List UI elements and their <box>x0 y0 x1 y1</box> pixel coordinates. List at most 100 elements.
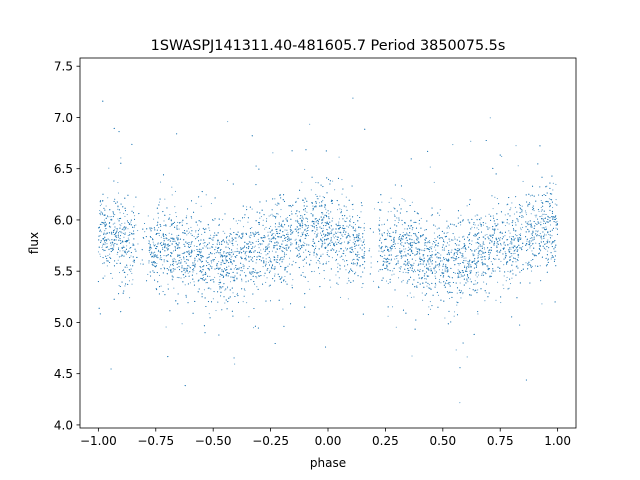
data-point <box>219 253 221 255</box>
data-point <box>169 266 171 268</box>
data-point <box>260 253 262 255</box>
data-point <box>485 215 487 217</box>
data-point <box>232 280 234 282</box>
data-point <box>328 261 330 263</box>
data-point <box>171 186 173 188</box>
data-point <box>499 232 501 234</box>
data-point <box>511 277 513 279</box>
data-point <box>304 197 306 199</box>
data-point <box>416 236 418 238</box>
data-point <box>163 220 165 222</box>
data-point <box>288 263 290 265</box>
data-point <box>477 274 480 276</box>
data-point <box>330 286 332 288</box>
data-point <box>185 270 187 273</box>
data-point <box>343 241 345 243</box>
data-point <box>296 219 299 221</box>
data-point <box>292 230 294 233</box>
data-point <box>440 282 442 284</box>
data-point <box>493 229 495 231</box>
data-point <box>156 232 159 235</box>
data-point <box>391 306 394 308</box>
data-point <box>541 209 543 211</box>
data-point <box>218 261 220 263</box>
data-point <box>495 258 497 260</box>
data-point <box>552 182 554 184</box>
data-point <box>277 213 279 215</box>
data-point <box>459 282 461 284</box>
data-point <box>549 224 552 226</box>
data-point <box>205 246 207 248</box>
data-point <box>471 226 473 228</box>
data-point <box>329 244 332 246</box>
data-point <box>111 277 113 279</box>
data-point <box>236 248 238 250</box>
data-point <box>211 266 213 268</box>
data-point <box>290 242 292 244</box>
data-point <box>313 227 315 229</box>
data-point <box>112 223 114 225</box>
data-point <box>515 145 517 147</box>
data-point <box>148 241 150 243</box>
data-point <box>117 192 120 194</box>
data-point <box>525 212 527 214</box>
data-point <box>401 197 403 200</box>
data-point <box>294 239 296 241</box>
data-point <box>512 253 514 255</box>
data-point <box>128 242 130 244</box>
data-point <box>463 235 465 237</box>
data-point <box>302 231 305 233</box>
data-point <box>497 251 499 253</box>
data-point <box>234 237 236 239</box>
data-point <box>291 229 293 231</box>
data-point <box>167 239 169 242</box>
data-point <box>157 217 160 219</box>
data-point <box>159 181 162 183</box>
data-point <box>322 253 324 255</box>
data-point <box>217 241 219 243</box>
data-point <box>312 215 314 217</box>
data-point <box>345 206 347 208</box>
data-point <box>485 222 487 224</box>
data-point <box>478 245 480 247</box>
data-point <box>419 268 421 271</box>
data-point <box>189 282 191 284</box>
data-point <box>520 229 522 231</box>
data-point <box>185 268 187 270</box>
data-point <box>438 279 441 281</box>
data-point <box>470 243 473 246</box>
data-point <box>363 239 365 241</box>
data-point <box>379 247 381 249</box>
data-point <box>215 252 217 254</box>
data-point <box>409 241 411 244</box>
data-point <box>506 276 508 278</box>
data-point <box>156 254 158 256</box>
data-point <box>280 209 282 211</box>
data-point <box>307 281 309 283</box>
data-point <box>175 212 177 214</box>
data-point <box>466 205 468 207</box>
data-point <box>183 258 185 260</box>
data-point <box>184 251 186 253</box>
data-point <box>206 245 208 247</box>
data-point <box>303 275 305 277</box>
data-point <box>173 257 175 260</box>
data-point <box>211 262 213 264</box>
data-point <box>156 256 158 259</box>
data-point <box>262 266 264 268</box>
data-point <box>466 236 469 238</box>
data-point <box>309 288 311 290</box>
data-point <box>107 255 109 257</box>
data-point <box>256 231 258 234</box>
data-point <box>482 224 484 226</box>
data-point <box>244 289 246 291</box>
data-point <box>461 256 463 258</box>
data-point <box>512 269 514 271</box>
data-point <box>257 238 259 240</box>
data-point <box>454 236 456 238</box>
data-point <box>379 219 381 222</box>
data-point <box>243 267 245 269</box>
data-point <box>503 264 505 266</box>
data-point <box>540 206 542 208</box>
